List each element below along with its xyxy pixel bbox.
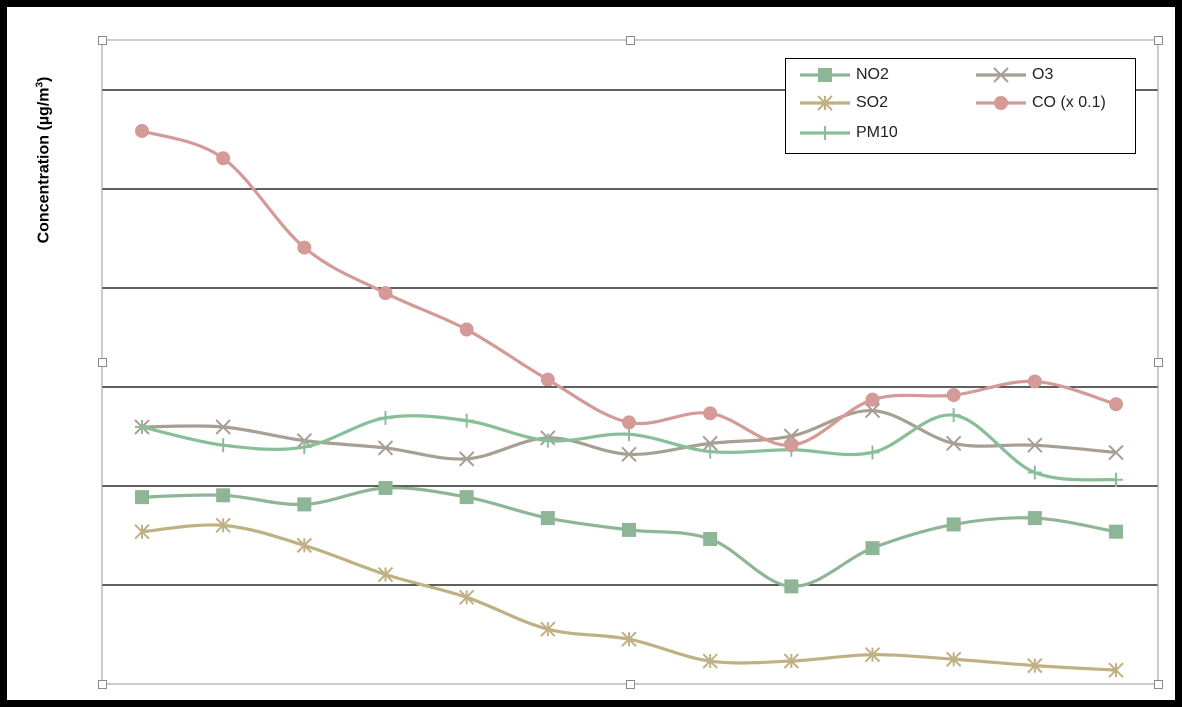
- point-pm10-13: [1109, 472, 1123, 487]
- point-o3-13: [1108, 444, 1124, 461]
- legend-marker-so2: [817, 95, 833, 111]
- point-so2-12: [1027, 657, 1043, 674]
- legend-marker-o3: [993, 67, 1009, 83]
- point-pm10-3: [297, 440, 312, 455]
- legend-label-co-x-0-1: CO (x 0.1): [1032, 94, 1106, 111]
- point-co-x-0-1-5: [459, 322, 474, 337]
- point-o3-12: [1027, 437, 1043, 453]
- resize-handle-7[interactable]: [626, 680, 635, 689]
- point-no2-7: [622, 522, 636, 537]
- resize-handle-6[interactable]: [98, 680, 107, 689]
- series-no2: [135, 481, 1123, 594]
- point-pm10-6: [540, 433, 555, 448]
- point-co-x-0-1-13: [1109, 397, 1123, 412]
- resize-handle-5[interactable]: [1154, 358, 1163, 367]
- point-o3-11: [945, 435, 962, 452]
- point-co-x-0-1-6: [540, 372, 555, 387]
- point-pm10-11: [946, 408, 961, 423]
- series-line-so2: [141, 523, 1117, 672]
- point-so2-11: [945, 651, 962, 667]
- point-o3-7: [621, 446, 637, 463]
- point-o3-4: [377, 440, 394, 456]
- series-so2: [134, 517, 1124, 678]
- series-layer: [134, 123, 1124, 678]
- legend-swatch-no2: [800, 68, 850, 82]
- legend-marker-co-x-0-1: [994, 96, 1008, 110]
- point-co-x-0-1-7: [622, 415, 636, 430]
- point-pm10-2: [216, 438, 231, 453]
- point-no2-6: [540, 511, 555, 526]
- point-no2-12: [1027, 511, 1042, 526]
- point-no2-8: [703, 532, 718, 547]
- point-co-x-0-1-9: [784, 438, 799, 453]
- point-so2-6: [540, 621, 556, 637]
- point-no2-11: [946, 517, 961, 532]
- point-pm10-12: [1027, 465, 1042, 480]
- resize-handle-4[interactable]: [98, 358, 107, 367]
- point-no2-3: [297, 497, 312, 512]
- resize-handle-2[interactable]: [626, 36, 635, 45]
- legend-marker-no2: [818, 68, 832, 82]
- point-o3-10: [864, 402, 881, 419]
- point-pm10-7: [622, 427, 636, 442]
- chart-legend: NO2 O3 SO2 CO (x 0.1) PM10: [785, 58, 1136, 154]
- point-co-x-0-1-10: [865, 392, 880, 407]
- legend-swatch-so2: [800, 95, 850, 111]
- point-co-x-0-1-1: [135, 123, 149, 138]
- legend-swatch-pm10: [800, 126, 850, 140]
- series-co-x-0-1: [135, 123, 1123, 453]
- point-so2-7: [621, 631, 637, 647]
- legend-label-so2: SO2: [856, 94, 889, 111]
- point-o3-5: [458, 451, 475, 467]
- point-o3-2: [215, 419, 231, 435]
- legend-label-no2: NO2: [856, 66, 889, 83]
- gridlines: [102, 89, 1158, 586]
- point-so2-8: [702, 653, 718, 669]
- point-no2-10: [865, 541, 880, 556]
- point-pm10-4: [378, 410, 393, 425]
- point-no2-1: [135, 490, 149, 505]
- point-so2-10: [864, 646, 881, 663]
- point-pm10-5: [459, 413, 474, 428]
- series-pm10: [135, 408, 1123, 487]
- point-so2-5: [458, 589, 475, 606]
- point-so2-13: [1108, 662, 1124, 678]
- resize-handle-1[interactable]: [98, 36, 107, 45]
- point-pm10-1: [135, 419, 149, 434]
- point-o3-8: [702, 435, 718, 452]
- point-so2-2: [215, 517, 231, 534]
- point-co-x-0-1-8: [703, 406, 718, 421]
- point-pm10-10: [865, 445, 880, 460]
- point-so2-4: [377, 566, 394, 583]
- legend-label-pm10: PM10: [856, 124, 898, 141]
- point-no2-9: [784, 579, 799, 594]
- point-so2-1: [134, 524, 150, 540]
- point-co-x-0-1-11: [946, 388, 961, 403]
- point-co-x-0-1-2: [216, 151, 231, 166]
- point-no2-5: [459, 490, 474, 505]
- point-co-x-0-1-3: [297, 240, 312, 255]
- legend-swatch-o3: [976, 67, 1026, 83]
- resize-handle-8[interactable]: [1154, 680, 1163, 689]
- point-no2-4: [378, 481, 393, 496]
- point-pm10-8: [703, 444, 718, 459]
- y-axis-label: Concentration (µg/m3): [34, 76, 53, 244]
- point-so2-3: [296, 537, 313, 554]
- point-co-x-0-1-12: [1027, 374, 1042, 389]
- point-no2-13: [1109, 524, 1123, 539]
- resize-handle-3[interactable]: [1154, 36, 1163, 45]
- legend-marker-pm10: [818, 126, 832, 140]
- legend-label-o3: O3: [1032, 66, 1054, 83]
- legend-swatch-co-x-0-1: [976, 96, 1026, 110]
- point-no2-2: [216, 488, 231, 503]
- point-so2-9: [783, 653, 800, 669]
- series-line-no2: [141, 486, 1117, 588]
- point-co-x-0-1-4: [378, 286, 393, 301]
